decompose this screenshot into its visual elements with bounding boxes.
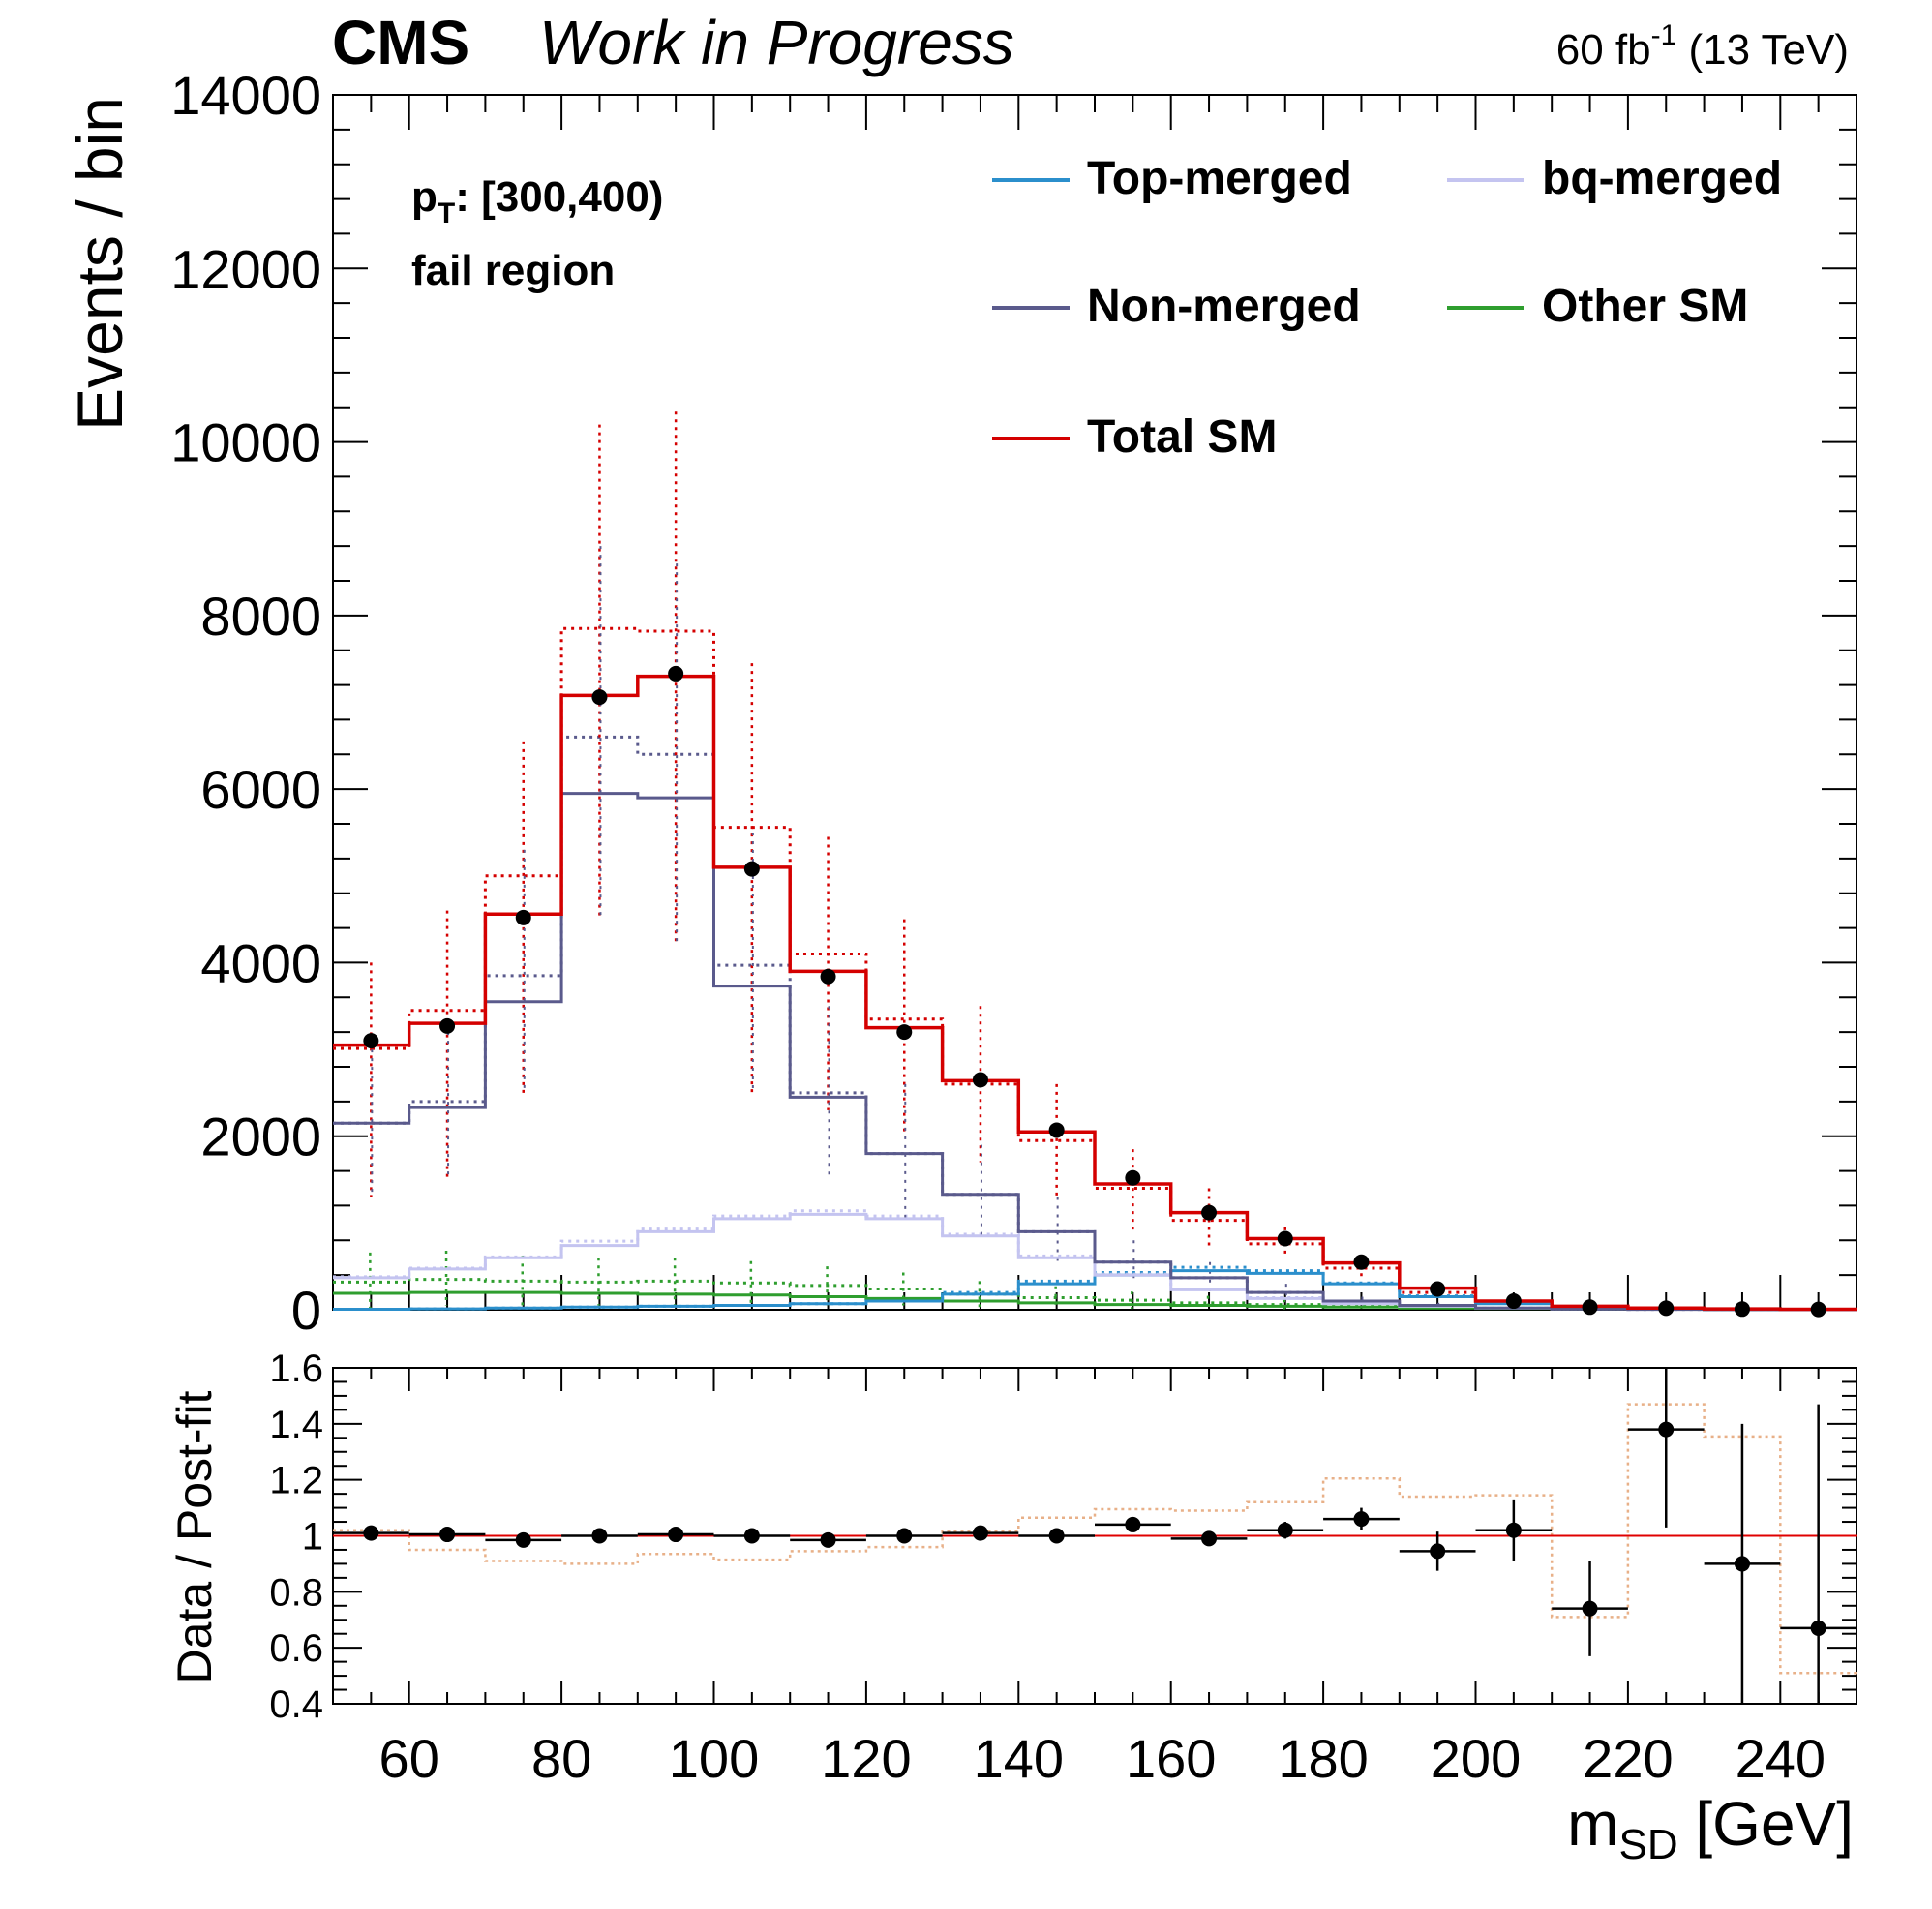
data-point — [972, 1072, 988, 1088]
data-point — [1201, 1204, 1218, 1221]
y-tick-label: 12000 — [170, 238, 321, 299]
ratio-point — [1353, 1511, 1370, 1528]
lumi-label: 60 fb-1 (13 TeV) — [1556, 19, 1849, 74]
ratio-point — [1201, 1530, 1218, 1547]
x-tick-label: 60 — [379, 1728, 439, 1789]
ratio-point — [439, 1527, 456, 1543]
ratio-y-tick-label: 1 — [302, 1516, 323, 1559]
x-tick-label: 120 — [821, 1728, 911, 1789]
legend-label: Total SM — [1087, 411, 1277, 463]
y-tick-label: 6000 — [200, 759, 321, 820]
ratio-point — [1048, 1528, 1065, 1544]
x-axis-title: mSD [GeV] — [1567, 1789, 1854, 1868]
x-tick-label: 180 — [1278, 1728, 1368, 1789]
prefit-ratio-line — [333, 1403, 1857, 1675]
x-tick-label: 220 — [1583, 1728, 1673, 1789]
data-point — [1505, 1293, 1522, 1310]
x-tick-label: 140 — [974, 1728, 1064, 1789]
ratio-point — [1658, 1421, 1675, 1438]
lower-y-axis-title: Data / Post-fit — [167, 1390, 222, 1683]
ratio-point — [1430, 1543, 1446, 1560]
data-point — [1810, 1301, 1826, 1318]
ratio-point — [1582, 1600, 1598, 1617]
ratio-point — [972, 1525, 988, 1541]
legend: Top-merged bq-merged Non-merged Other SM Tot… — [992, 153, 1782, 463]
data-point — [591, 689, 608, 706]
ratio-point — [896, 1528, 913, 1544]
pt-base: p — [411, 173, 438, 221]
lower-plot: 0.4 0.6 0.8 1 1.2 1.4 1.6 60 80 100 120 140 160 180 20… — [269, 1348, 1857, 1789]
legend-label: bq-merged — [1542, 153, 1782, 204]
data-point — [1353, 1254, 1370, 1270]
ratio-point — [1810, 1620, 1826, 1636]
ratio-point — [1734, 1556, 1750, 1572]
ratio-point — [515, 1531, 531, 1548]
data-point — [1658, 1300, 1675, 1317]
ratio-y-tick-label: 1.6 — [269, 1348, 323, 1390]
data-point — [363, 1033, 379, 1049]
lumi-suffix: (13 TeV) — [1676, 26, 1849, 74]
upper-y-axis-title: Events / bin — [64, 97, 136, 431]
data-point — [1582, 1299, 1598, 1316]
x-title-base: m — [1567, 1789, 1618, 1859]
legend-label: Other SM — [1542, 281, 1748, 332]
y-tick-label: 14000 — [170, 65, 321, 126]
data-point — [1048, 1122, 1065, 1138]
data-point — [1125, 1169, 1141, 1186]
data-point — [1277, 1230, 1293, 1247]
ratio-point — [1125, 1516, 1141, 1532]
y-tick-label: 10000 — [170, 412, 321, 473]
data-point — [743, 861, 760, 877]
ratio-y-tick-label: 0.6 — [269, 1627, 323, 1670]
data-point — [439, 1017, 456, 1034]
ratio-point — [591, 1528, 608, 1544]
x-tick-label: 80 — [531, 1728, 591, 1789]
data-point — [515, 909, 531, 925]
data-point — [668, 665, 684, 682]
legend-label: Non-merged — [1087, 281, 1361, 332]
ratio-point — [820, 1531, 836, 1548]
y-tick-label: 0 — [291, 1280, 321, 1341]
lumi-exp: -1 — [1651, 19, 1677, 51]
y-tick-label: 8000 — [200, 586, 321, 647]
region-label: fail region — [411, 247, 615, 294]
x-title-sub: SD — [1618, 1821, 1677, 1868]
ratio-y-tick-label: 1.4 — [269, 1404, 323, 1446]
ratio-y-tick-label: 1.2 — [269, 1460, 323, 1502]
ratio-y-tick-label: 0.8 — [269, 1571, 323, 1614]
ratio-point — [363, 1525, 379, 1541]
x-title-unit: [GeV] — [1678, 1789, 1854, 1859]
ratio-point — [668, 1527, 684, 1543]
pt-range-label: pT: [300,400) — [411, 173, 663, 229]
x-tick-label: 240 — [1736, 1728, 1826, 1789]
ratio-point — [1277, 1522, 1293, 1538]
status-label: Work in Progress — [539, 8, 1014, 77]
experiment-label: CMS — [332, 8, 469, 77]
data-point — [1430, 1281, 1446, 1297]
y-tick-label: 2000 — [200, 1106, 321, 1167]
prefit-bq-merged — [333, 1209, 1857, 1312]
pt-range: : [300,400) — [455, 173, 663, 221]
x-tick-label: 200 — [1431, 1728, 1521, 1789]
pt-sub: T — [438, 197, 455, 229]
data-point — [820, 968, 836, 985]
x-tick-label: 100 — [669, 1728, 759, 1789]
ratio-point — [743, 1528, 760, 1544]
upper-plot: 0 2000 4000 6000 8000 10000 12000 14000 — [170, 65, 1857, 1341]
ratio-point — [1505, 1522, 1522, 1538]
y-tick-label: 4000 — [200, 932, 321, 993]
data-point — [1734, 1301, 1750, 1318]
ratio-y-tick-label: 0.4 — [269, 1683, 323, 1726]
x-tick-label: 160 — [1126, 1728, 1216, 1789]
lumi-prefix: 60 fb — [1556, 26, 1651, 74]
legend-label: Top-merged — [1087, 153, 1352, 204]
data-point — [896, 1024, 913, 1041]
